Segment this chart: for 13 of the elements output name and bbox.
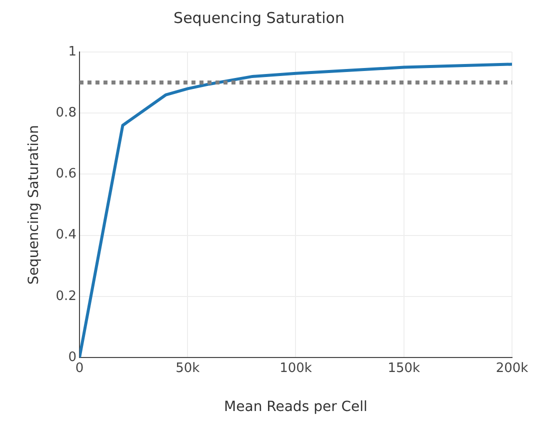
y-tick-label: 1 bbox=[68, 44, 76, 60]
x-tick-label: 50k bbox=[176, 360, 200, 376]
x-tick-label: 200k bbox=[496, 360, 529, 376]
y-tick-label: 0.6 bbox=[56, 166, 76, 182]
x-tick-label: 100k bbox=[280, 360, 312, 376]
x-axis-title: Mean Reads per Cell bbox=[224, 399, 368, 416]
y-tick-label: 0.2 bbox=[56, 288, 76, 304]
y-tick-label: 0.4 bbox=[56, 228, 76, 243]
y-axis-title: Sequencing Saturation bbox=[26, 125, 42, 285]
y-tick-label: 0.8 bbox=[56, 105, 76, 120]
y-tick-label: 0 bbox=[68, 350, 76, 365]
x-tick-label: 150k bbox=[388, 360, 421, 376]
chart-title: Sequencing Saturation bbox=[174, 8, 344, 27]
